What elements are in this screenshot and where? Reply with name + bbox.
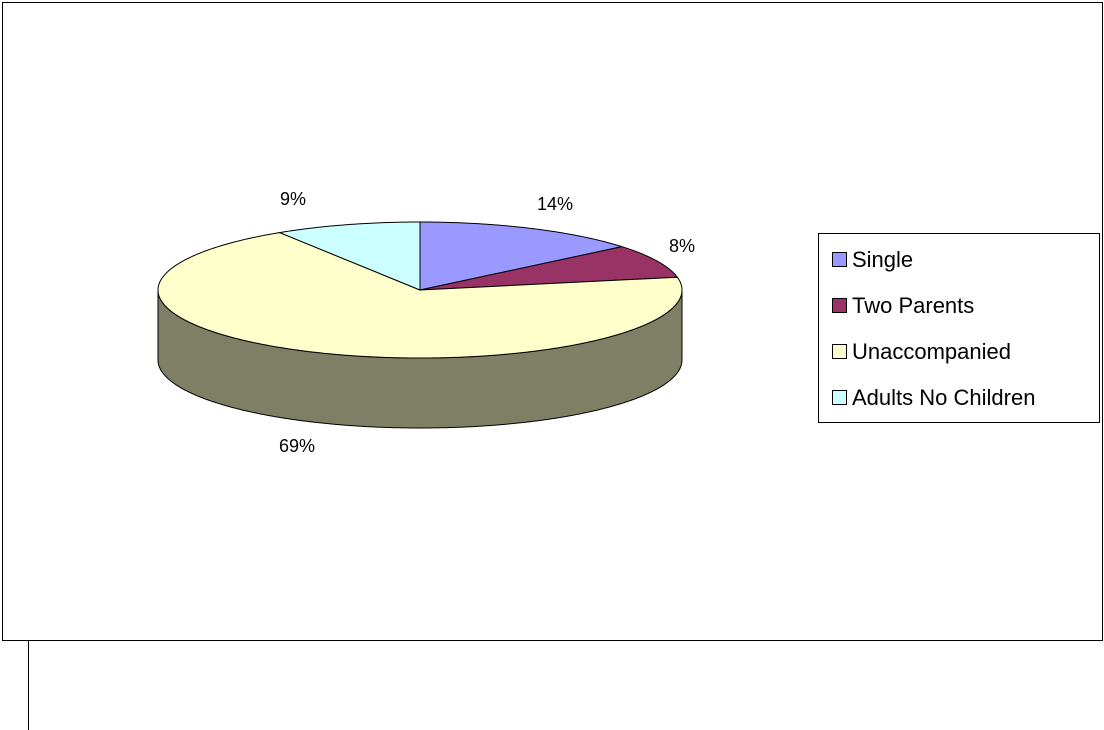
data-label: 14%: [537, 194, 573, 214]
legend-label: Single: [852, 247, 913, 272]
legend-swatch: [832, 390, 847, 405]
pie-slice: [157, 232, 683, 359]
pie-slice: [419, 221, 624, 291]
legend-swatch: [832, 252, 847, 267]
data-label: 8%: [669, 236, 695, 256]
legend-label: Adults No Children: [852, 385, 1035, 410]
chart-area-border: [2, 2, 1103, 641]
pie-slice: [277, 221, 421, 291]
legend-swatch: [832, 344, 847, 359]
legend-label: Unaccompanied: [852, 339, 1011, 364]
pie-slice: [419, 246, 679, 291]
data-label: 69%: [279, 436, 315, 456]
legend-box: [818, 233, 1100, 423]
legend-label: Two Parents: [852, 293, 974, 318]
legend-swatch: [832, 298, 847, 313]
data-label: 9%: [280, 189, 306, 209]
